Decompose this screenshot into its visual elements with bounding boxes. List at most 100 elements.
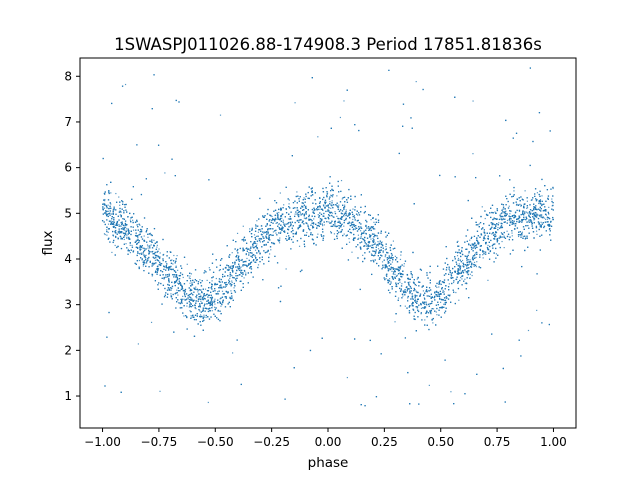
- data-point: [341, 198, 343, 200]
- data-point: [188, 306, 190, 308]
- data-point: [471, 274, 473, 277]
- data-point: [168, 268, 170, 270]
- data-point: [513, 222, 515, 224]
- data-point: [394, 276, 396, 278]
- data-point: [460, 276, 462, 279]
- data-point: [189, 277, 191, 280]
- data-point: [526, 200, 528, 202]
- data-point: [416, 278, 418, 280]
- data-point: [509, 220, 511, 222]
- data-point: [119, 214, 121, 216]
- data-point: [482, 257, 484, 259]
- data-point: [393, 276, 396, 278]
- data-point: [195, 286, 197, 288]
- data-point: [146, 244, 149, 246]
- data-point: [407, 297, 409, 299]
- data-point: [189, 310, 191, 312]
- data-point: [317, 233, 319, 235]
- data-point: [464, 282, 466, 285]
- data-point: [142, 247, 144, 249]
- data-point: [345, 213, 348, 215]
- data-point: [125, 224, 127, 227]
- data-point: [415, 284, 417, 287]
- data-point: [390, 267, 392, 269]
- data-point: [331, 196, 334, 198]
- data-point: [334, 211, 336, 213]
- data-point: [249, 228, 251, 230]
- data-point: [394, 273, 396, 275]
- data-point: [217, 310, 219, 312]
- data-point: [191, 316, 193, 318]
- data-point: [388, 278, 391, 280]
- data-point: [457, 251, 459, 253]
- data-point: [518, 210, 521, 212]
- data-point: [487, 279, 489, 281]
- data-point: [458, 263, 460, 265]
- data-point: [145, 254, 147, 256]
- data-point: [103, 202, 105, 205]
- data-point: [115, 230, 117, 232]
- data-point: [524, 190, 526, 192]
- data-point: [285, 235, 288, 238]
- data-point: [374, 242, 376, 244]
- data-point: [385, 245, 387, 248]
- data-point: [211, 310, 213, 312]
- data-point: [518, 220, 520, 222]
- data-point: [385, 274, 387, 276]
- data-point: [545, 214, 547, 216]
- data-point: [200, 300, 202, 302]
- data-point: [494, 243, 496, 245]
- data-point: [188, 277, 190, 279]
- data-point: [137, 343, 139, 345]
- data-point: [420, 307, 423, 309]
- data-point: [107, 223, 110, 225]
- data-point: [182, 276, 184, 279]
- data-point: [422, 307, 424, 309]
- data-point: [281, 217, 283, 219]
- data-point: [399, 272, 401, 274]
- data-point: [110, 192, 112, 194]
- data-point: [143, 235, 145, 237]
- data-point: [104, 198, 106, 201]
- data-point: [468, 263, 470, 265]
- data-point: [344, 204, 346, 206]
- data-point: [206, 279, 208, 281]
- data-point: [330, 204, 332, 206]
- data-point: [313, 210, 315, 212]
- data-point: [517, 235, 520, 238]
- data-point: [225, 285, 227, 287]
- data-point: [323, 205, 325, 207]
- data-point: [397, 297, 400, 299]
- data-point: [241, 258, 243, 261]
- data-point: [391, 261, 394, 263]
- data-point: [360, 236, 362, 238]
- data-point: [103, 233, 106, 235]
- data-point: [392, 266, 394, 269]
- data-point: [155, 268, 158, 270]
- data-point: [170, 293, 172, 295]
- data-point: [141, 259, 143, 261]
- data-point: [522, 235, 524, 238]
- data-point: [527, 329, 530, 332]
- data-point: [299, 212, 302, 214]
- data-point: [159, 390, 161, 392]
- data-point: [348, 241, 351, 243]
- data-point: [306, 231, 308, 234]
- data-point: [126, 228, 128, 230]
- data-point: [153, 239, 155, 241]
- data-point: [503, 246, 505, 249]
- data-point: [107, 204, 109, 206]
- data-point: [416, 307, 418, 309]
- data-point: [240, 259, 242, 262]
- data-point: [331, 204, 333, 206]
- data-point: [360, 230, 362, 232]
- data-point: [106, 234, 108, 236]
- data-point: [118, 196, 120, 198]
- data-point: [214, 306, 216, 308]
- data-point: [420, 313, 422, 315]
- data-point: [535, 230, 538, 232]
- data-point: [426, 304, 428, 306]
- data-point: [469, 259, 471, 261]
- data-point: [180, 298, 182, 300]
